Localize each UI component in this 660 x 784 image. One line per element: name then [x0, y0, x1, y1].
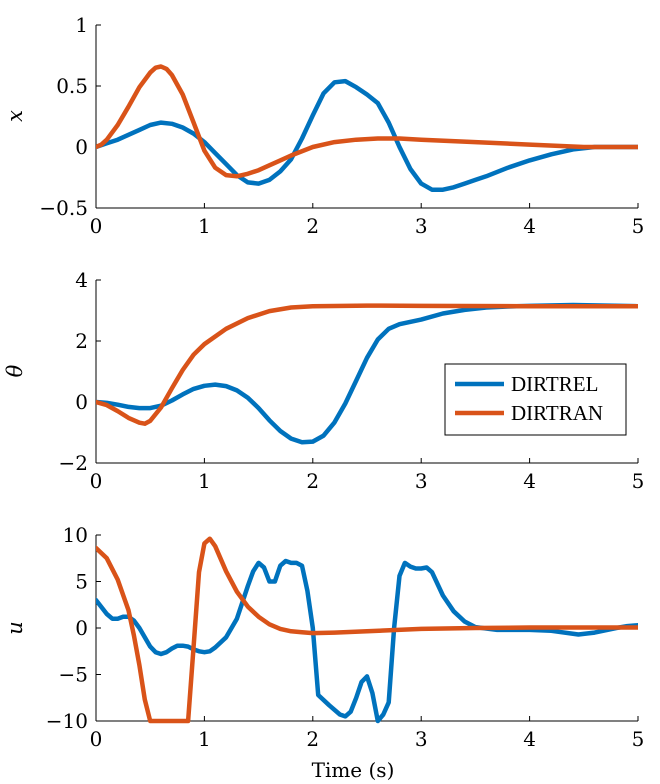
- legend-box: [444, 363, 627, 436]
- x-tick-label: 3: [415, 727, 428, 751]
- x-tick-label: 5: [632, 469, 645, 493]
- x-tick-label: 1: [198, 727, 211, 751]
- y-tick-label: 0: [75, 135, 88, 159]
- y-tick-label: 0.5: [56, 74, 88, 98]
- x-axis-label: Time (s): [312, 758, 395, 782]
- series-line-dirtran-u: [96, 536, 638, 724]
- x-tick-label: 4: [523, 214, 536, 238]
- x-tick-label: 1: [198, 469, 211, 493]
- series-line-dirtran-x: [96, 64, 638, 179]
- y-tick-label: −5: [59, 663, 88, 687]
- y-tick-label: 2: [75, 329, 88, 353]
- x-tick-label: 1: [198, 214, 211, 238]
- series-line-dirtrel-u: [96, 558, 638, 724]
- legend-label-dirtrel: DIRTREL: [511, 372, 598, 396]
- x-position-plot: 0 1 2 3 4 5−0.500.51x: [3, 13, 644, 238]
- y-tick-label: 1: [75, 13, 88, 37]
- series-line-dirtrel-x: [96, 78, 638, 192]
- x-tick-label: 4: [523, 469, 536, 493]
- legend: DIRTREL DIRTRAN: [444, 363, 627, 436]
- legend-label-dirtran: DIRTRAN: [511, 401, 603, 425]
- y-tick-label: −0.5: [39, 196, 88, 220]
- x-tick-label: 3: [415, 469, 428, 493]
- x-tick-label: 5: [632, 214, 645, 238]
- x-tick-label: 0: [90, 469, 103, 493]
- x-tick-label: 2: [306, 727, 319, 751]
- x-tick-label: 0: [90, 727, 103, 751]
- x-tick-label: 5: [632, 727, 645, 751]
- x-tick-label: 4: [523, 727, 536, 751]
- y-tick-label: −2: [59, 451, 88, 475]
- y-tick-label: 4: [75, 268, 88, 292]
- y-axis-label-x: x: [3, 110, 27, 122]
- x-tick-label: 3: [415, 214, 428, 238]
- series-line-dirtran-theta: [96, 303, 638, 426]
- y-tick-label: 10: [63, 523, 88, 547]
- y-tick-label: 0: [75, 616, 88, 640]
- control-input-plot: 0 1 2 3 4 5 −10 −5 0 5 10 u: [3, 523, 644, 751]
- x-tick-label: 2: [306, 214, 319, 238]
- y-tick-label: 5: [75, 570, 88, 594]
- y-axis-label-theta: θ: [3, 364, 27, 377]
- y-axis-label-u: u: [3, 621, 27, 635]
- x-tick-label: 2: [306, 469, 319, 493]
- y-tick-label: 0: [75, 390, 88, 414]
- y-tick-label: −10: [46, 709, 88, 733]
- x-tick-label: 0: [90, 214, 103, 238]
